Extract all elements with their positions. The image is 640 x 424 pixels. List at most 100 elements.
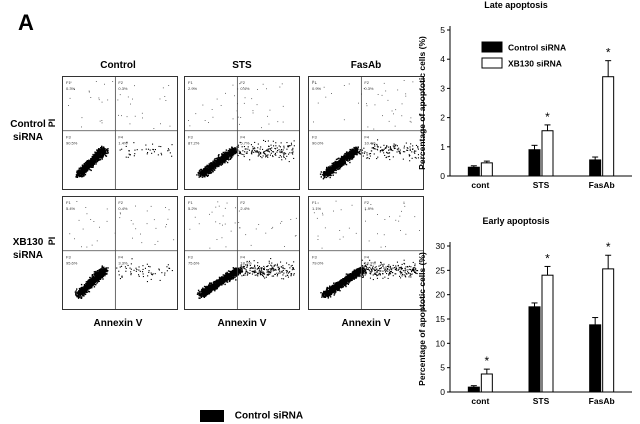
y-tick-label: 25 [436,265,446,275]
x-tick-label: STS [533,180,550,190]
quadrant-percent: 1.4% [118,141,128,146]
quadrant-percent: 75.6% [188,261,200,266]
quadrant-percent: 5.2% [188,206,198,211]
quadrant-percent: 0.4% [240,86,250,91]
x-tick-label: FasAb [589,180,615,190]
quadrant-percent: 1.1% [312,206,322,211]
quadrant-percent: 18.1% [240,261,252,266]
quadrant-percent: 79.0% [312,261,324,266]
chart-title: Early apoptosis [482,216,549,226]
y-tick-label: 2 [440,113,445,123]
quadrant-id: F3 [66,135,71,140]
significance-marker: * [606,240,611,254]
quadrant-id: F2 [364,200,369,205]
quadrant-id: F1 [312,80,317,85]
y-tick-label: 30 [436,241,446,251]
quadrant-percent: 18.3% [364,261,376,266]
quadrant-percent: 87.2% [188,141,200,146]
quadrant-id: F3 [66,255,71,260]
quadrant-id: F3 [188,255,193,260]
bar [480,373,493,393]
y-tick-label: 10 [436,338,446,348]
scatter-dots [68,81,173,178]
legend-label: XB130 siRNA [508,59,562,69]
x-axis-label-annexin: Annexin V [341,318,391,329]
y-tick-label: 0 [440,171,445,181]
y-tick-label: 4 [440,54,445,64]
x-tick-label: STS [533,396,550,406]
row-label-control-sirna: Control siRNA [2,118,54,144]
quadrant-percent: 0.3% [118,86,128,91]
quadrant-percent: 0.3% [66,86,76,91]
y-axis-label-pi: PI [47,118,57,128]
row-label-line1: XB130 [12,237,44,248]
quadrant-id: F4 [240,135,245,140]
y-tick-label: 5 [440,25,445,35]
bar [541,130,554,177]
quadrant-id: F4 [364,135,369,140]
quadrant-percent: 5.4% [66,206,76,211]
chart-title: Late apoptosis [484,0,548,10]
quadrant-percent: 0.3% [364,86,374,91]
column-label-fasab: FasAb [350,60,382,71]
x-axis-label-annexin: Annexin V [93,318,143,329]
bar [467,166,480,177]
quadrant-id: F3 [312,255,317,260]
quadrant-id: F4 [118,135,123,140]
quadrant-percent: 10.4% [364,141,376,146]
scatter-dots [313,200,420,299]
significance-marker: * [545,110,550,124]
bar [602,76,615,177]
quadrant-percent: 90.5% [66,141,78,146]
quadrant-percent: 90.0% [312,141,324,146]
quadrant-id: F4 [240,255,245,260]
scatter-dots [189,201,297,299]
bottom-legend: Control siRNA [200,410,303,422]
column-label-sts: STS [232,60,252,71]
row-label-line2: siRNA [12,250,43,261]
y-tick-label: 20 [436,290,446,300]
y-axis-label-pi: PI [47,236,57,246]
quadrant-id: F1 [188,200,193,205]
legend-label: Control siRNA [508,43,566,53]
bar [528,149,541,177]
quadrant-id: F1 [66,200,71,205]
bar [589,324,602,393]
bar [589,159,602,177]
quadrant-id: F2 [240,200,245,205]
bar [602,268,615,393]
quadrant-id: F2 [118,80,123,85]
early-apoptosis-chart: Early apoptosis Percentage of apoptotic c… [417,216,632,406]
quadrant-percent: 1.9% [364,206,374,211]
bar [480,162,493,177]
quadrant-percent: 3.3% [118,261,128,266]
y-axis-title: Percentage of apoptotic cells (%) [417,252,427,386]
scatter-dots [188,83,295,178]
bar [467,386,480,393]
x-tick-label: FasAb [589,396,615,406]
y-tick-label: 0 [440,387,445,397]
quadrant-percent: 95.6% [66,261,78,266]
y-tick-label: 15 [436,314,446,324]
quadrant-id: F3 [312,135,317,140]
quadrant-id: F4 [118,255,123,260]
y-tick-label: 1 [440,142,445,152]
y-tick-label: 3 [440,83,445,93]
legend-swatch [481,41,503,53]
bottom-legend-label: Control siRNA [234,410,304,422]
late-apoptosis-chart: Late apoptosis Percentage of apoptotic ce… [417,0,632,190]
row-label-line1: Control [10,119,46,130]
row-label-line2: siRNA [12,132,43,143]
row-label-xb130-sirna: XB130 siRNA [2,236,54,262]
x-tick-label: cont [471,180,489,190]
significance-marker: * [606,46,611,60]
quadrant-id: F3 [188,135,193,140]
significance-marker: * [545,251,550,265]
quadrant-percent: 2.4% [240,206,250,211]
y-tick-label: 5 [440,363,445,373]
